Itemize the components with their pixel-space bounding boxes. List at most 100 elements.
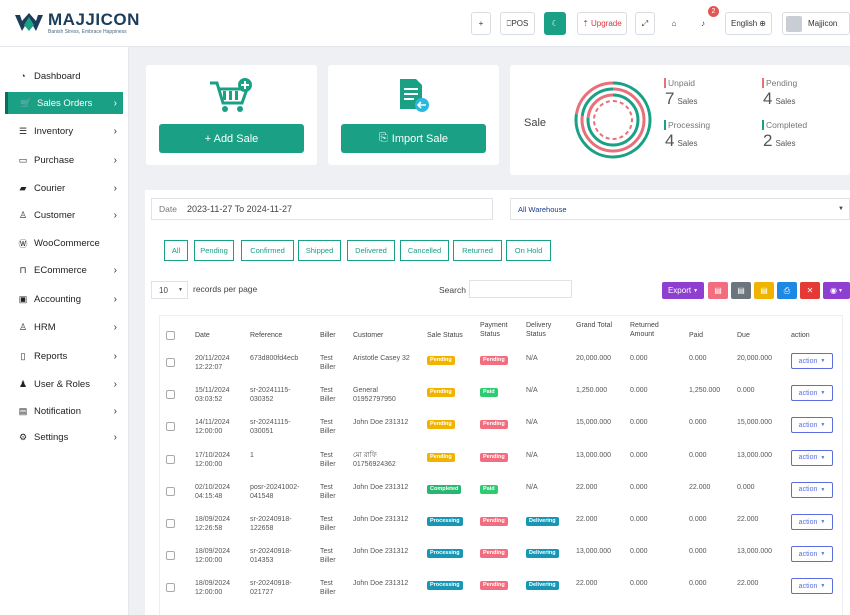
sidebar-item-customer[interactable]: ♙ Customer ›: [5, 204, 123, 226]
column-header-date[interactable]: Date: [195, 332, 210, 339]
cell-customer: Aristotle Casey 32: [353, 355, 410, 362]
stat-unit: Sales: [775, 97, 796, 106]
date-label: Date: [159, 204, 177, 214]
action-label: action: [798, 421, 818, 429]
sidebar-item-dashboard[interactable]: ◔ Dashboard: [5, 65, 123, 87]
cell-grand-total: 22.000: [576, 483, 598, 491]
status-chip-on-hold[interactable]: On Hold: [506, 240, 551, 261]
column-header-sale-status[interactable]: Sale Status: [427, 332, 463, 339]
column-header-biller[interactable]: Biller: [320, 332, 336, 339]
sidebar-item-notification[interactable]: ▤ Notification ›: [5, 400, 123, 422]
row-action-button[interactable]: action ▼: [791, 385, 833, 402]
language-select[interactable]: English ⊕: [725, 12, 772, 35]
row-action-button[interactable]: action ▼: [791, 514, 833, 530]
column-header-action[interactable]: action: [791, 332, 810, 339]
fullscreen-button[interactable]: ⤢: [635, 12, 655, 35]
chevron-right-icon: ›: [113, 293, 117, 305]
status-chip-cancelled[interactable]: Cancelled: [400, 240, 449, 261]
payment-status-badge: Pending: [480, 581, 508, 591]
delete-button[interactable]: ✕: [800, 282, 820, 299]
select-all-checkbox[interactable]: [166, 331, 175, 340]
theme-toggle-button[interactable]: ☾: [544, 12, 566, 35]
status-chip-shipped[interactable]: Shipped: [298, 240, 341, 261]
status-chip-pending[interactable]: Pending: [194, 240, 234, 261]
row-action-button[interactable]: action ▼: [791, 449, 833, 466]
column-header-reference[interactable]: Reference: [250, 332, 283, 339]
search-input[interactable]: [469, 280, 572, 298]
export-button[interactable]: Export ▼: [662, 282, 704, 299]
sidebar-item-sales-orders[interactable]: 🛒 Sales Orders ›: [5, 92, 123, 114]
row-action-button[interactable]: action ▼: [791, 546, 833, 563]
sidebar-item-user-roles[interactable]: ♟ User & Roles ›: [5, 373, 123, 395]
cell-reference: sr-20240918-014353: [250, 548, 292, 565]
row-checkbox[interactable]: [166, 519, 175, 528]
export-excel-button[interactable]: ▤: [754, 282, 774, 299]
cell-customer: John Doe 231312: [353, 419, 409, 427]
row-checkbox[interactable]: [166, 358, 175, 367]
row-checkbox[interactable]: [166, 583, 175, 593]
sidebar-item-ecommerce[interactable]: ⊓ ECommerce ›: [5, 259, 123, 281]
status-chip-returned[interactable]: Returned: [453, 240, 502, 261]
shop-button[interactable]: ⌂: [664, 12, 684, 35]
delivery-status-badge: Delivering: [526, 517, 559, 526]
sidebar-item-purchase[interactable]: ▭ Purchase ›: [5, 149, 123, 171]
row-checkbox[interactable]: [166, 390, 175, 400]
cell-biller: Test Biller: [320, 355, 336, 371]
sidebar-item-reports[interactable]: ▯ Reports ›: [5, 345, 123, 367]
sidebar-item-accounting[interactable]: ▣ Accounting ›: [5, 288, 123, 310]
cell-returned-amount: 0.000: [630, 548, 648, 556]
export-pdf-button[interactable]: ▤: [708, 282, 728, 299]
status-chip-delivered[interactable]: Delivered: [347, 240, 395, 261]
row-action-button[interactable]: action ▼: [791, 353, 833, 369]
pos-button[interactable]: ⎕ POS: [500, 12, 535, 35]
brand-logo[interactable]: MAJJICON Banish Stress, Embrace Happines…: [14, 11, 140, 35]
stat-label-processing: Processing: [664, 120, 710, 130]
sidebar-item-settings[interactable]: ⚙ Settings ›: [5, 426, 123, 448]
user-menu[interactable]: Majjicon: [782, 12, 850, 35]
column-header-customer[interactable]: Customer: [353, 332, 384, 339]
print-button[interactable]: ⎙: [777, 282, 797, 299]
payment-status-badge: Pending: [480, 356, 508, 365]
column-header-returned-amount[interactable]: Returned Amount: [630, 322, 659, 338]
notification-button[interactable]: ♪ 2: [693, 6, 719, 35]
column-header-delivery-status[interactable]: Delivery Status: [526, 322, 552, 338]
sidebar-item-woocommerce[interactable]: Ⓦ WooCommerce: [5, 232, 123, 254]
row-checkbox[interactable]: [166, 486, 175, 496]
export-csv-button[interactable]: ▤: [731, 282, 751, 299]
sidebar-item-inventory[interactable]: ☰ Inventory ›: [5, 120, 123, 142]
warehouse-select[interactable]: All Warehouse ▼: [510, 198, 850, 220]
column-header-due[interactable]: Due: [737, 332, 750, 339]
row-action-button[interactable]: action ▼: [791, 578, 833, 595]
briefcase-icon: ▣: [18, 293, 28, 304]
add-sale-button[interactable]: + Add Sale: [159, 124, 304, 153]
moon-icon: ☾: [551, 19, 559, 28]
column-header-paid[interactable]: Paid: [689, 332, 704, 339]
upgrade-button[interactable]: ⇡ Upgrade: [577, 12, 627, 35]
csv-icon: ▤: [737, 286, 745, 295]
row-checkbox[interactable]: [166, 551, 175, 561]
column-header-grand-total[interactable]: Grand Total: [576, 322, 613, 329]
pos-icon: ⎕: [506, 18, 512, 28]
cell-due: 13,000.000: [737, 548, 773, 556]
import-file-icon: [400, 79, 429, 112]
per-page-select[interactable]: 10 ▼: [151, 281, 188, 299]
sidebar-item-courier[interactable]: ▰ Courier ›: [5, 177, 123, 199]
status-chip-confirmed[interactable]: Confirmed: [241, 240, 294, 261]
row-action-button[interactable]: action ▼: [791, 481, 833, 498]
column-visibility-button[interactable]: ◉ ▼: [823, 282, 850, 299]
row-checkbox[interactable]: [166, 454, 175, 464]
date-range-input[interactable]: Date 2023-11-27 To 2024-11-27: [151, 198, 493, 220]
quick-add-button[interactable]: +: [471, 12, 491, 35]
delivery-status-badge: Delivering: [526, 581, 559, 591]
sidebar-item-hrm[interactable]: ♙ HRM ›: [5, 316, 123, 338]
cell-date: 20/11/2024 12:22:07: [195, 355, 230, 371]
cell-grand-total: 22.000: [576, 516, 598, 523]
column-header-payment-status[interactable]: Payment Status: [480, 322, 508, 338]
cell-customer: General 01952797950: [353, 387, 396, 404]
status-chip-all[interactable]: All: [164, 240, 188, 261]
cell-due: 15,000.000: [737, 419, 773, 427]
stat-count: 2: [763, 131, 773, 150]
import-sale-button[interactable]: ⎘ Import Sale: [341, 124, 486, 153]
row-checkbox[interactable]: [166, 422, 175, 432]
row-action-button[interactable]: action ▼: [791, 417, 833, 434]
